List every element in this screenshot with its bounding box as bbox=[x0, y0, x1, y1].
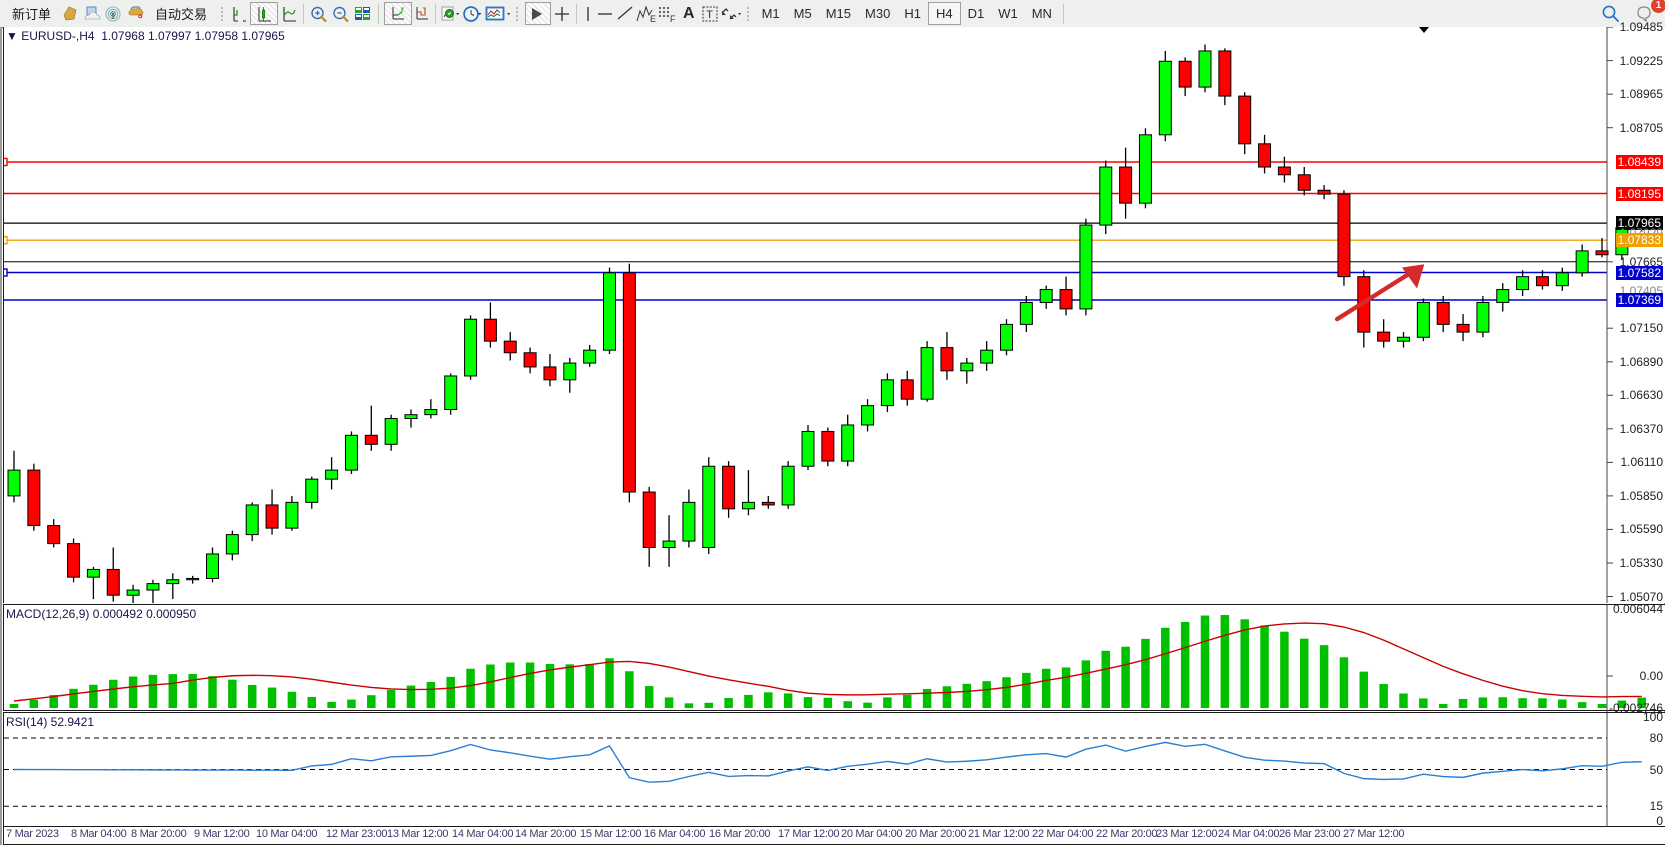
svg-text:F: F bbox=[670, 14, 676, 23]
svg-text:T: T bbox=[706, 9, 713, 21]
svg-text:E: E bbox=[650, 14, 656, 23]
